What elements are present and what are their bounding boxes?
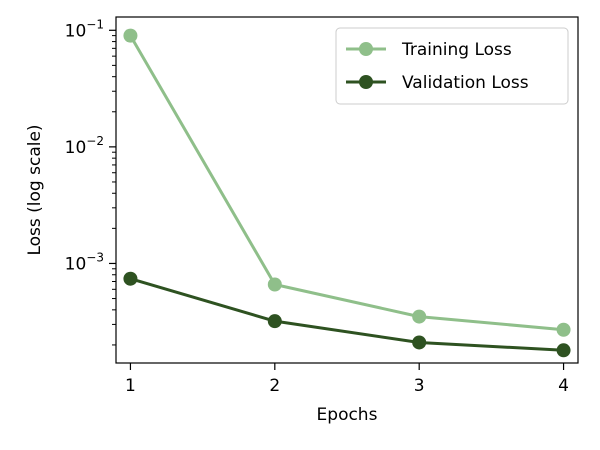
y-tick-label-exponent: −2 (86, 134, 104, 148)
x-tick-label: 3 (414, 376, 425, 396)
y-tick-label: 10−1 (65, 17, 104, 41)
data-point-validation-loss (412, 335, 427, 350)
y-minor-ticks (112, 35, 116, 346)
legend-marker-validation (359, 75, 373, 89)
legend-box (335, 27, 569, 105)
y-tick-label-exponent: −1 (86, 17, 104, 31)
y-axis-label: Loss (log scale) (25, 124, 45, 255)
x-tick-label: 4 (558, 376, 569, 396)
legend-label-training: Training Loss (401, 40, 512, 60)
data-point-training-loss (123, 28, 138, 43)
y-tick-label-base: 10 (65, 21, 87, 41)
y-tick-label: 10−3 (65, 250, 104, 274)
y-tick-label: 10−2 (65, 134, 104, 158)
axis-ticks: 10−110−210−31 2 3 4 (65, 17, 569, 396)
data-point-training-loss (556, 322, 571, 337)
y-tick-label-base: 10 (65, 254, 87, 274)
data-point-training-loss (267, 277, 282, 292)
legend-marker-training (359, 42, 373, 56)
y-tick-label-base: 10 (65, 138, 87, 158)
x-tick-label: 2 (269, 376, 280, 396)
series-layer (123, 28, 571, 358)
data-point-validation-loss (123, 271, 138, 286)
series-line-training-loss (129, 34, 564, 332)
legend-label-validation: Validation Loss (402, 73, 529, 93)
series-line-validation-loss (130, 277, 564, 352)
x-axis-label: Epochs (317, 405, 378, 425)
data-point-validation-loss (267, 314, 282, 329)
y-tick-label-exponent: −3 (86, 250, 104, 264)
x-tick-label: 1 (125, 376, 136, 396)
data-point-validation-loss (556, 343, 571, 358)
data-point-training-loss (412, 309, 427, 324)
plot-frame (115, 16, 579, 364)
legend: Training Loss Validation Loss (335, 27, 569, 105)
